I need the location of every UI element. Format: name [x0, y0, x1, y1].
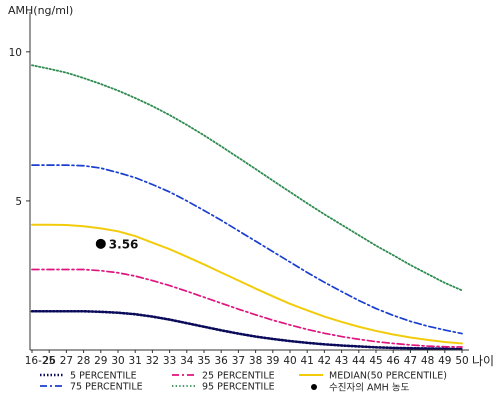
x-tick-label: 28 [77, 355, 90, 367]
x-tick-label: 33 [163, 355, 176, 367]
legend-label: 수진자의 AMH 농도 [329, 383, 410, 394]
x-tick-label: 30 [111, 355, 124, 367]
legend: 5 PERCENTILE 25 PERCENTILE MEDIAN(50 PERCE… [40, 371, 447, 394]
x-tick-label: 44 [352, 355, 366, 367]
x-tick-label: 49 [438, 355, 451, 367]
legend-label: 25 PERCENTILE [202, 371, 275, 382]
patient-amh-label: 3.56 [109, 237, 139, 251]
legend-label: 75 PERCENTILE [70, 382, 143, 393]
x-tick-label: 42 [318, 355, 331, 367]
x-tick-label: 32 [146, 355, 159, 367]
x-axis-label: 나이 [472, 354, 494, 368]
y-tick-labels: 5 10 [9, 47, 30, 208]
x-tick-label: 50 [455, 355, 468, 367]
y-tick-label: 10 [9, 47, 22, 59]
x-tick-label: 41 [301, 355, 314, 367]
x-tick-label: 39 [266, 355, 279, 367]
x-tick-label: 34 [180, 355, 194, 367]
x-tick-label: 37 [232, 355, 245, 367]
y-tick-label: 5 [15, 196, 22, 208]
x-tick-label: 16-25 [25, 355, 56, 367]
legend-label: 95 PERCENTILE [202, 382, 275, 393]
x-tick-label: 29 [94, 355, 107, 367]
series-line-75-percentile [31, 164, 463, 335]
x-tick-label: 46 [387, 355, 401, 367]
x-tick-label: 38 [249, 355, 262, 367]
y-axis-label: AMH(ng/ml) [8, 4, 73, 17]
x-tick-label: 27 [60, 355, 73, 367]
patient-amh-point [95, 238, 106, 249]
axes [29, 12, 469, 351]
x-tick-label: 43 [335, 355, 348, 367]
x-tick-label: 47 [404, 355, 417, 367]
x-tick-label: 40 [283, 355, 296, 367]
x-tick-label: 35 [197, 355, 210, 367]
series-line-95-percentile [31, 64, 463, 292]
patient-points: 3.56 [95, 237, 139, 251]
series-lines [30, 64, 464, 351]
x-tick-label: 31 [129, 355, 142, 367]
legend-label: 5 PERCENTILE [70, 371, 137, 382]
x-tick-label: 26 [43, 355, 57, 367]
x-tick-label: 36 [215, 355, 229, 367]
series-line-5-percentile [30, 309, 464, 351]
x-tick-label: 48 [421, 355, 434, 367]
series-line-median-50-percentile- [31, 223, 463, 345]
x-tick-label: 45 [369, 355, 382, 367]
legend-point-marker [311, 384, 317, 390]
legend-label: MEDIAN(50 PERCENTILE) [329, 371, 447, 382]
series-line-25-percentile [31, 268, 463, 348]
